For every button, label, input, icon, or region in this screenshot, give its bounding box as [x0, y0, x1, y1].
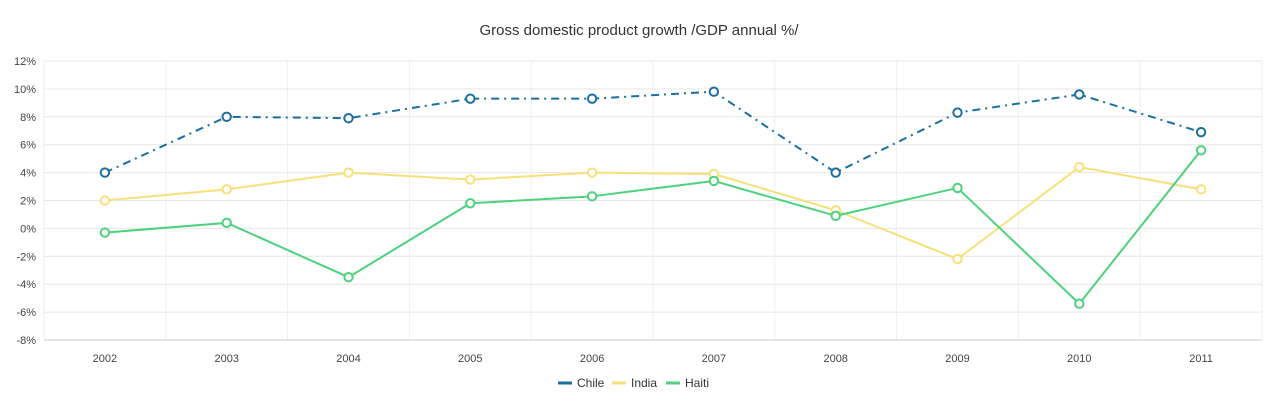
legend: Chile India Haiti [558, 376, 709, 390]
series-lines [99, 86, 1207, 309]
data-point-haiti[interactable] [830, 210, 841, 222]
x-tick-label: 2004 [336, 353, 360, 365]
data-point-haiti[interactable] [1195, 145, 1207, 156]
y-tick-label: -2% [16, 251, 36, 263]
x-tick-label: 2006 [580, 353, 604, 365]
series-line-chile [104, 90, 1202, 174]
data-point-india[interactable] [1074, 161, 1085, 173]
data-point-haiti[interactable] [465, 198, 476, 209]
data-point-chile[interactable] [99, 167, 111, 178]
data-point-chile[interactable] [465, 93, 476, 104]
data-point-india[interactable] [221, 184, 232, 195]
data-point-india[interactable] [1195, 184, 1207, 195]
y-tick-label: -6% [16, 307, 36, 319]
data-point-chile[interactable] [1074, 89, 1085, 100]
data-point-india[interactable] [99, 195, 111, 206]
data-point-haiti[interactable] [952, 182, 963, 194]
data-point-chile[interactable] [1195, 126, 1207, 138]
y-tick-label: 4% [20, 168, 36, 180]
legend-item-india[interactable]: India [612, 376, 657, 390]
x-tick-label: 2009 [945, 353, 969, 365]
data-point-india[interactable] [465, 174, 476, 185]
legend-label: Haiti [685, 376, 709, 390]
series-line-india [104, 166, 1202, 261]
y-tick-label: 2% [20, 196, 36, 208]
data-point-chile[interactable] [952, 107, 963, 118]
data-point-india[interactable] [952, 253, 963, 265]
data-point-chile[interactable] [708, 86, 720, 97]
x-tick-label: 2003 [214, 353, 238, 365]
data-point-haiti[interactable] [708, 175, 720, 187]
x-tick-label: 2010 [1067, 353, 1091, 365]
y-tick-label: 8% [20, 112, 36, 124]
y-tick-label: -4% [16, 279, 36, 291]
data-point-haiti[interactable] [586, 191, 598, 202]
data-point-haiti[interactable] [1074, 298, 1085, 309]
legend-label: India [631, 376, 657, 390]
x-tick-label: 2007 [702, 353, 726, 365]
data-point-haiti[interactable] [221, 217, 232, 229]
x-axis-tick-labels: 2002 2003 2004 2005 2006 2007 2008 2009 2010 2011 [93, 353, 1213, 365]
chart-title: Gross domestic product growth /GDP annua… [479, 22, 799, 39]
data-point-chile[interactable] [586, 93, 598, 104]
data-point-india[interactable] [586, 167, 598, 178]
y-tick-label: 12% [14, 56, 36, 68]
grid-lines [43, 60, 1263, 341]
data-point-india[interactable] [343, 167, 354, 178]
legend-label: Chile [577, 376, 605, 390]
legend-item-haiti[interactable]: Haiti [666, 376, 709, 390]
data-point-haiti[interactable] [99, 227, 111, 238]
legend-item-chile[interactable]: Chile [558, 376, 605, 390]
x-tick-label: 2005 [458, 353, 482, 365]
data-point-chile[interactable] [343, 112, 354, 124]
x-tick-label: 2002 [93, 353, 117, 365]
series-line-haiti [104, 149, 1202, 305]
y-axis-tick-labels: 12% 10% 8% 6% 4% 2% 0% -2% -4% -6% -8% [14, 56, 36, 347]
y-tick-label: 10% [14, 84, 36, 96]
data-point-chile[interactable] [830, 167, 841, 178]
x-tick-label: 2011 [1189, 353, 1213, 365]
data-point-chile[interactable] [221, 111, 232, 123]
y-tick-label: 6% [20, 140, 36, 152]
x-tick-label: 2008 [823, 353, 847, 365]
data-point-haiti[interactable] [343, 272, 354, 283]
y-tick-label: -8% [16, 335, 36, 347]
y-tick-label: 0% [20, 223, 36, 235]
